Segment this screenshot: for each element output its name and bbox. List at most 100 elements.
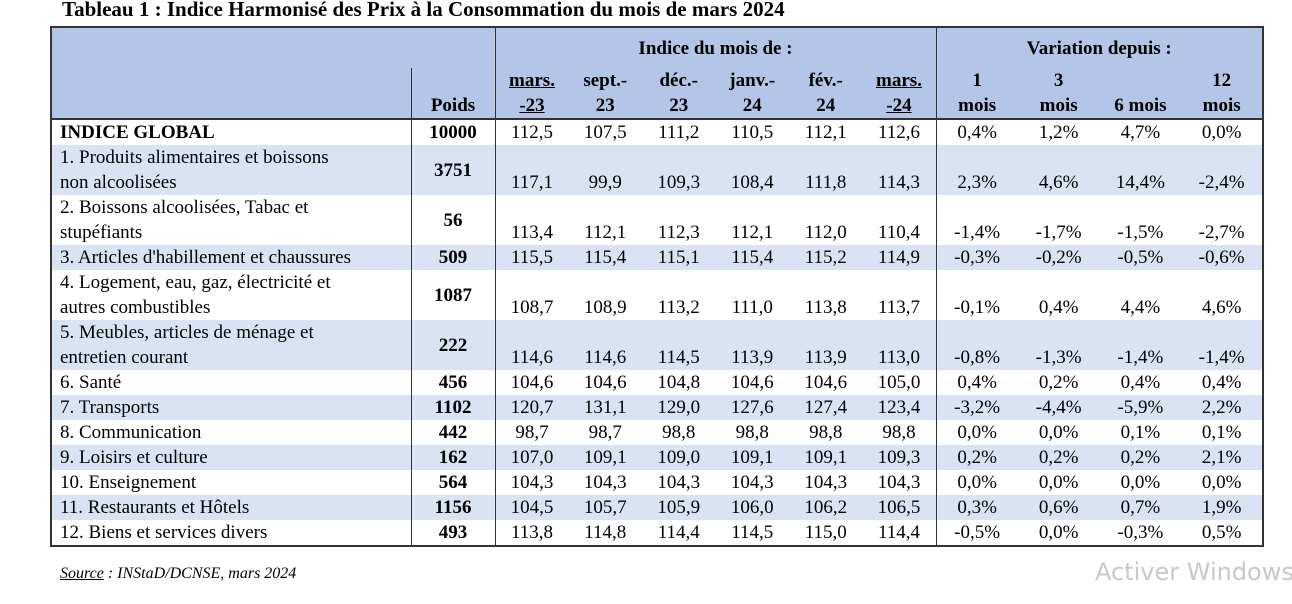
table-row: INDICE GLOBAL 10000 112,5 107,5 111,2 110,5 11…	[51, 119, 1263, 145]
table-row: 12. Biens et services divers 493 113,8 114,…	[51, 520, 1263, 546]
value-cell: 114,5	[731, 522, 774, 543]
value-cell: 123,4	[862, 395, 937, 420]
table-row: 9. Loisirs et culture 162 107,0 109,1 109,0 1…	[51, 445, 1263, 470]
table-row: 10. Enseignement 564 104,3 104,3 104,3 104,3 1…	[51, 470, 1263, 495]
row-label-line: 3. Articles d'habillement et chaussures	[60, 247, 351, 268]
weight-cell: 3751	[411, 145, 496, 195]
value-cell: -1,3%	[1035, 347, 1082, 368]
value-cell: -0,1%	[954, 297, 1001, 318]
value-cell: 98,8	[662, 422, 696, 443]
row-label: 8. Communication	[51, 420, 412, 445]
row-label: 6. Santé	[51, 370, 412, 395]
row-label-line: non alcoolisées	[60, 172, 177, 193]
value-cell: 109,1	[730, 447, 774, 468]
weight-cell: 222	[411, 320, 496, 370]
group-header: Indice du mois de :	[495, 27, 937, 68]
column-header-line: -24	[886, 95, 912, 116]
value-cell: 131,1	[583, 397, 627, 418]
value-cell: 98,8	[862, 420, 937, 445]
value-cell: -0,3%	[1117, 522, 1164, 543]
column-header-line: -23	[519, 95, 545, 116]
value-cell: 109,0	[657, 447, 701, 468]
value-cell: 112,1	[804, 122, 847, 143]
value-cell: 0,6%	[1038, 497, 1079, 518]
value-cell: 4,7%	[1120, 122, 1161, 143]
value-cell: 113,0	[862, 320, 937, 370]
column-header: mars. -23	[495, 68, 569, 119]
column-header-line: janv.-	[729, 70, 776, 91]
value-cell: 114,8	[584, 522, 627, 543]
value-cell: 98,7	[588, 422, 622, 443]
value-cell: -3,2%	[954, 397, 1001, 418]
value-cell: 0,0%	[1038, 472, 1079, 493]
value-cell: 0,0%	[1120, 472, 1161, 493]
column-header-line: sept.-	[583, 70, 628, 91]
value-cell: 0,0%	[1038, 522, 1079, 543]
value-cell: -0,8%	[954, 347, 1001, 368]
value-cell: 109,3	[657, 172, 701, 193]
value-cell: 112,1	[731, 222, 774, 243]
value-cell: 98,8	[809, 422, 843, 443]
value-cell: -0,6%	[1198, 247, 1245, 268]
column-header-row: Poids mars. -23 sept.- 23 déc.- 23 janv.- 24 fév.…	[51, 68, 1263, 119]
value-cell: 0,4%	[1120, 372, 1161, 393]
value-cell: 2,2%	[1201, 397, 1242, 418]
column-header-line: fév.-	[808, 70, 843, 91]
column-header-line: mars.	[876, 70, 922, 91]
value-cell: 4,6%	[1201, 297, 1242, 318]
value-cell: -1,4%	[1117, 347, 1164, 368]
weight-cell: 162	[411, 445, 496, 470]
header-blank	[51, 68, 412, 119]
value-cell: 111,0	[731, 297, 773, 318]
value-cell: 0,2%	[957, 447, 997, 468]
group-header-row: Indice du mois de : Variation depuis :	[51, 27, 1263, 68]
value-cell: 104,3	[510, 472, 554, 493]
column-header: 3 mois	[1017, 68, 1100, 119]
column-header-line: 1	[972, 70, 982, 91]
price-index-table: Indice du mois de : Variation depuis : Poi…	[50, 26, 1264, 547]
row-label: 7. Transports	[51, 395, 412, 420]
value-cell: 129,0	[657, 397, 701, 418]
table-row: 4. Logement, eau, gaz, électricité et aut…	[51, 270, 1263, 320]
value-cell: 108,7	[510, 297, 554, 318]
value-cell: -5,9%	[1117, 397, 1164, 418]
row-label-line: stupéfiants	[60, 222, 143, 243]
value-cell: 114,9	[862, 245, 937, 270]
value-cell: 0,1%	[1201, 422, 1242, 443]
value-cell: 114,5	[657, 347, 700, 368]
value-cell: 114,6	[510, 347, 554, 368]
value-cell: 0,2%	[1038, 447, 1079, 468]
weight-cell: 509	[411, 245, 496, 270]
value-cell: -2,7%	[1198, 222, 1245, 243]
column-header-line: 12	[1212, 70, 1232, 91]
column-header: 1 mois	[936, 68, 1018, 119]
table-row: 2. Boissons alcoolisées, Tabac et stupéfi…	[51, 195, 1263, 245]
value-cell: 115,2	[804, 247, 847, 268]
value-cell: -1,4%	[1198, 347, 1245, 368]
value-cell: 0,2%	[1120, 447, 1161, 468]
value-cell: 113,2	[657, 297, 700, 318]
value-cell: 2,1%	[1201, 447, 1242, 468]
value-cell: 98,7	[515, 422, 549, 443]
column-header-line: mars.	[509, 70, 555, 91]
value-cell: 98,8	[735, 422, 769, 443]
value-cell: 109,3	[862, 445, 937, 470]
column-header: 6 mois	[1099, 68, 1182, 119]
value-cell: -0,5%	[954, 522, 1001, 543]
value-cell: -1,5%	[1117, 222, 1164, 243]
table-header: Indice du mois de : Variation depuis : Poi…	[51, 27, 1263, 119]
row-label-line: INDICE GLOBAL	[60, 122, 215, 143]
value-cell: -1,7%	[1035, 222, 1082, 243]
column-header: sept.- 23	[568, 68, 642, 119]
value-cell: 113,7	[862, 270, 937, 320]
column-header-line: Poids	[430, 95, 476, 116]
weight-cell: 10000	[411, 119, 496, 145]
value-cell: 115,4	[584, 247, 627, 268]
value-cell: 106,5	[862, 495, 937, 520]
value-cell: 1,2%	[1038, 122, 1079, 143]
value-cell: 106,0	[730, 497, 774, 518]
value-cell: 111,2	[658, 122, 700, 143]
table-row: 3. Articles d'habillement et chaussures 5…	[51, 245, 1263, 270]
column-header-line: 24	[742, 95, 762, 116]
value-cell: 0,0%	[1201, 472, 1242, 493]
